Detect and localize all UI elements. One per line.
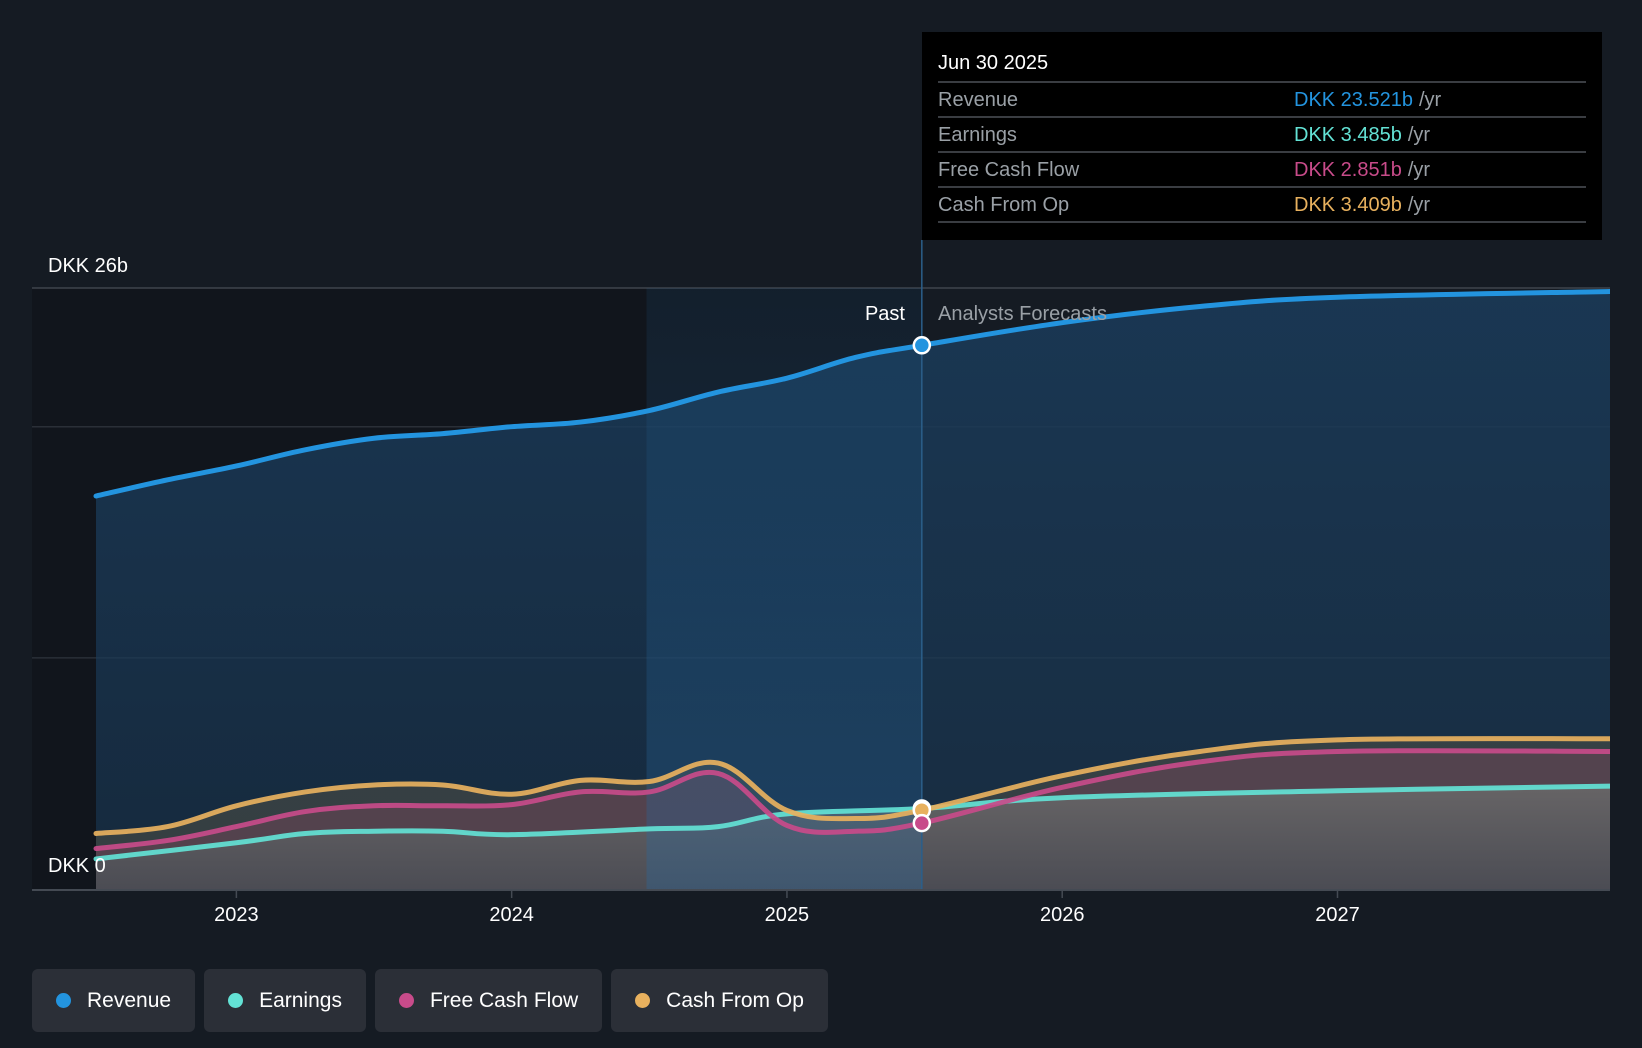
line-earnings [93,783,1610,862]
past-highlight-band [646,288,922,889]
legend-dot-icon [635,993,651,1008]
tooltip-row-earnings: Earnings DKK 3.485b /yr [938,118,1586,153]
x-tick-label: 2025 [765,904,810,926]
x-tick-label: 2026 [1040,904,1085,926]
legend-dot-icon [398,993,414,1008]
tooltip-row-cash-from-op: Cash From Op DKK 3.409b /yr [938,188,1586,223]
tooltip-unit: /yr [1407,124,1431,146]
tooltip-unit: /yr [1407,159,1431,181]
tooltip-label: Free Cash Flow [938,159,1080,181]
x-tick-label: 2027 [1315,904,1360,926]
legend-label: Earnings [259,988,342,1012]
tooltip-row-free-cash-flow: Free Cash Flow DKK 2.851b /yr [938,153,1586,188]
x-tick-label: 2023 [214,904,259,926]
legend-dot-icon [228,993,244,1008]
marker-free-cash-flow [912,813,932,833]
tooltip-unit: /yr [1418,89,1442,111]
legend-item-free-cash-flow[interactable]: Free Cash Flow [374,969,603,1032]
legend: Revenue Earnings Free Cash Flow Cash Fro… [32,969,828,1032]
legend-item-earnings[interactable]: Earnings [204,969,366,1032]
legend-item-cash-from-op[interactable]: Cash From Op [611,969,828,1032]
line-free-cash-flow [93,748,1610,852]
tooltip-row-revenue: Revenue DKK 23.521b /yr [938,83,1586,118]
tooltip-value: DKK 2.851b [1294,159,1402,181]
tooltip-value: DKK 3.409b [1294,194,1402,216]
tooltip-date: Jun 30 2025 [938,48,1586,83]
y-axis-label-max: DKK 26b [48,255,128,277]
line-cash-from-op [93,736,1610,837]
tooltip-label: Revenue [938,89,1019,111]
y-axis-label-zero: DKK 0 [48,855,106,877]
past-label: Past [865,303,905,325]
legend-label: Cash From Op [666,988,804,1012]
tooltip-value: DKK 3.485b [1294,124,1402,146]
tooltip-unit: /yr [1407,194,1431,216]
legend-item-revenue[interactable]: Revenue [32,969,196,1032]
tooltip: Jun 30 2025 Revenue DKK 23.521b /yr Earn… [922,32,1602,240]
analysts-forecasts-label: Analysts Forecasts [938,303,1107,325]
tooltip-label: Cash From Op [938,194,1070,216]
x-tick-label: 2024 [489,904,534,926]
legend-label: Revenue [87,988,172,1012]
marker-revenue [912,336,932,355]
legend-dot-icon [56,993,71,1008]
legend-label: Free Cash Flow [429,988,579,1012]
line-revenue [93,288,1610,499]
tooltip-label: Earnings [938,124,1017,146]
tooltip-value: DKK 23.521b [1294,89,1413,111]
